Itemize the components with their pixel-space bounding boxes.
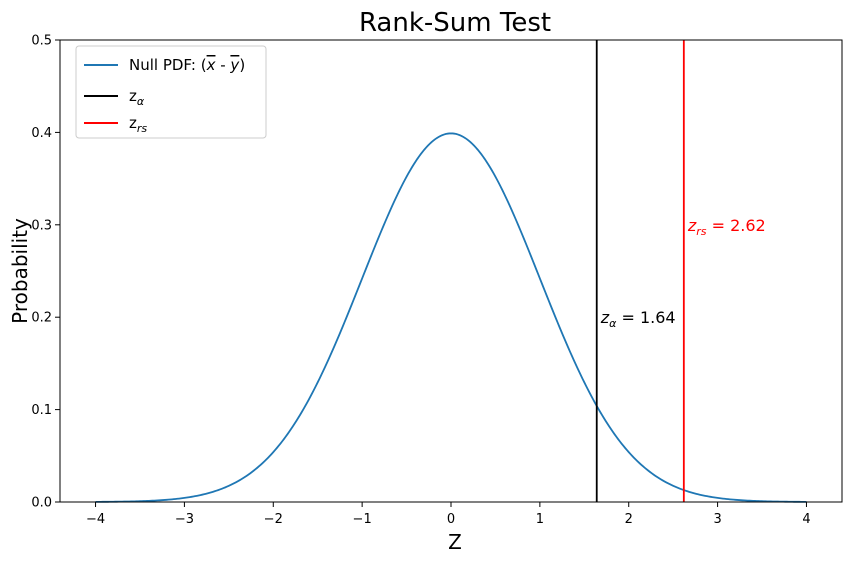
y-tick-label: 0.0 — [31, 496, 52, 511]
x-tick-label: −3 — [175, 512, 194, 527]
y-tick-label: 0.1 — [31, 403, 52, 418]
x-axis: −4 −3 −2 −1 0 1 2 3 4 — [86, 502, 811, 527]
annotation-z-rs: zrs = 2.62 — [687, 216, 766, 238]
x-tick-label: 1 — [536, 512, 544, 527]
null-pdf-curve — [95, 132, 807, 503]
x-tick-label: 3 — [713, 512, 721, 527]
legend-label-z-rs: zrs — [129, 114, 147, 135]
x-tick-label: 0 — [447, 512, 455, 527]
x-tick-label: −4 — [86, 512, 105, 527]
x-tick-label: −1 — [353, 512, 372, 527]
legend-box — [75, 45, 267, 139]
plot-area — [95, 40, 807, 503]
legend: Null PDF: (x - y) zα zrs — [75, 45, 267, 139]
y-tick-label: 0.5 — [31, 34, 52, 49]
y-tick-label: 0.4 — [31, 126, 52, 141]
x-tick-label: 4 — [802, 512, 810, 527]
chart-title: Rank-Sum Test — [359, 8, 551, 38]
y-tick-label: 0.3 — [31, 218, 52, 233]
annotations: zα = 1.64 zrs = 2.62 — [600, 216, 766, 330]
x-tick-label: 2 — [625, 512, 633, 527]
y-axis: 0.0 0.1 0.2 0.3 0.4 0.5 — [31, 34, 60, 511]
x-axis-label: Z — [448, 530, 462, 554]
y-axis-label: Probability — [8, 218, 32, 324]
legend-label-z-α: zα — [129, 87, 145, 108]
legend-label-null-pdf: Null PDF: (x - y) — [129, 56, 245, 74]
y-tick-label: 0.2 — [31, 311, 52, 326]
annotation-z-α: zα = 1.64 — [600, 308, 676, 330]
x-tick-label: −2 — [264, 512, 283, 527]
